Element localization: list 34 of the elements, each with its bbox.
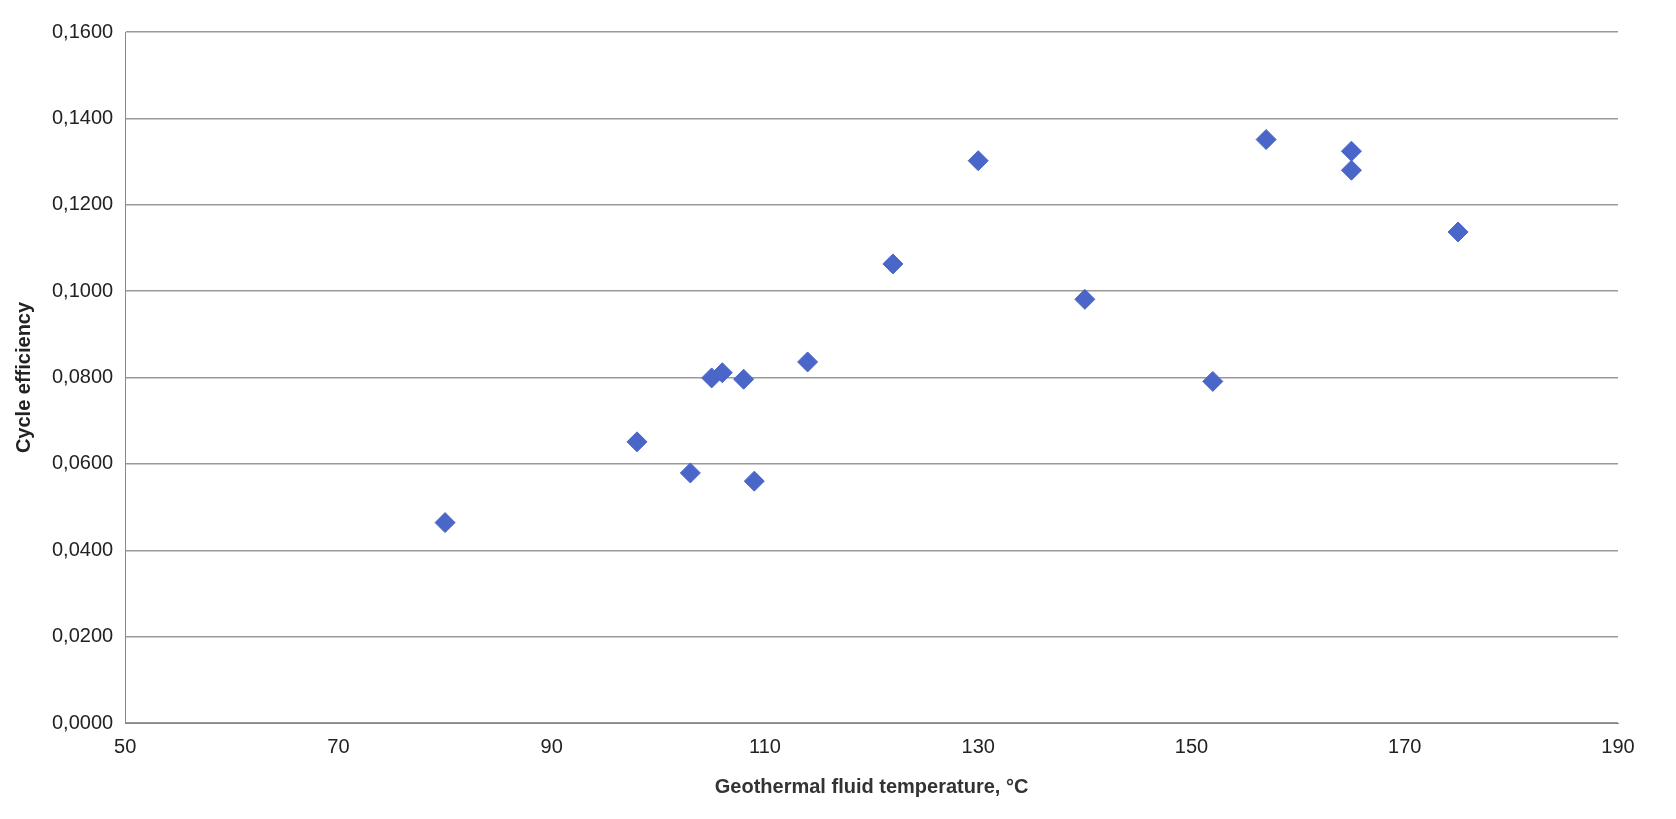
x-tick-label: 70 xyxy=(327,734,350,757)
point xyxy=(1074,288,1096,310)
x-tick-label: 110 xyxy=(749,734,781,757)
point xyxy=(743,470,765,492)
point xyxy=(1340,159,1362,181)
point xyxy=(434,512,456,534)
y-tick-label: 0,0000 xyxy=(52,710,114,733)
x-tick-label: 90 xyxy=(540,734,563,757)
x-tick-label: 150 xyxy=(1174,734,1209,757)
x-tick-label: 190 xyxy=(1601,734,1635,757)
point xyxy=(711,362,733,384)
x-tick-label: 130 xyxy=(961,734,995,757)
point xyxy=(626,431,648,453)
x-axis-title: Geothermal fluid temperature, °C xyxy=(714,774,1029,797)
x-tick-label: 170 xyxy=(1388,734,1422,757)
point xyxy=(1255,129,1277,151)
y-tick-label: 0,0200 xyxy=(52,624,114,647)
y-tick-label: 0,1000 xyxy=(52,278,114,301)
point xyxy=(967,150,989,172)
point xyxy=(1447,221,1469,243)
y-tick-label: 0,0800 xyxy=(52,365,114,388)
point xyxy=(733,368,755,390)
point xyxy=(882,253,904,275)
y-tick-label: 0,0600 xyxy=(52,451,114,474)
point xyxy=(1202,370,1224,392)
y-tick-label: 0,1600 xyxy=(52,19,114,42)
point xyxy=(797,351,819,373)
y-tick-label: 0,1400 xyxy=(52,105,114,128)
point xyxy=(679,462,701,484)
x-tick-label: 50 xyxy=(114,734,137,757)
y-axis-title: Cycle efficiency xyxy=(11,301,34,454)
point xyxy=(1340,140,1362,162)
y-tick-label: 0,1200 xyxy=(52,192,114,215)
y-tick-label: 0,0400 xyxy=(52,537,114,560)
